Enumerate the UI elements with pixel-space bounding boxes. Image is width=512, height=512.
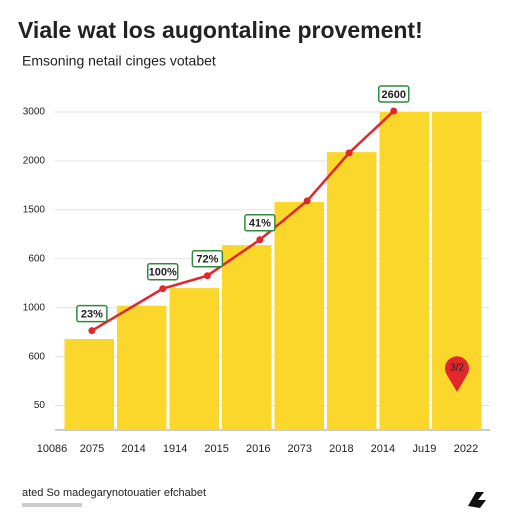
annotation-box [147,262,179,281]
y-tick-label: 50 [34,400,46,411]
line-point [390,107,398,115]
x-tick-label: 2073 [288,443,312,455]
line-point [256,236,264,244]
annotation: 41% [249,218,271,230]
footer: ated So madegarynotouatier efchabet [22,487,206,499]
x-tick-label: Ju19 [413,443,437,455]
annotation-box [244,214,276,232]
annotation: 72% [196,254,218,266]
origin-label: 10086 [37,443,68,455]
x-tick-label: 1914 [163,443,187,455]
chart-title: Viale wat los augontaline provement! [18,17,423,43]
chart-subtitle: Emsoning netail cinges votabet [22,53,216,69]
annotation: 23% [81,309,103,321]
x-tick-label: 2022 [454,443,478,455]
annotation-box [191,249,224,268]
x-tick-label: 2014 [371,443,395,455]
y-tick-label: 2000 [23,156,46,167]
y-tick-label: 600 [28,351,45,362]
y-tick-label: 3000 [23,107,46,118]
pin [445,356,469,392]
bar [169,288,219,430]
annotation-box [378,85,410,103]
bar [327,152,377,430]
line-point [88,327,96,335]
bar [64,339,114,430]
y-tick-label: 1000 [23,302,46,313]
annotation-box [76,304,108,323]
line-point [159,285,167,293]
line-point [303,197,311,205]
x-tick-label: 2016 [246,443,270,455]
y-tick-label: 1500 [23,204,46,215]
x-tick-label: 2075 [80,443,104,455]
bar [117,305,167,430]
bar [222,245,272,430]
footer-line [22,503,82,507]
logo [468,492,486,508]
annotation: 100% [149,267,177,279]
annotation: 2600 [382,89,406,101]
bar [274,202,324,430]
x-tick-label: 2015 [204,443,228,455]
x-tick-label: 2014 [121,443,145,455]
bar [379,112,429,430]
pin-label: 3/2 [450,363,464,374]
line-point [345,149,353,157]
x-tick-label: 2018 [329,443,353,455]
y-tick-label: 600 [28,253,45,264]
line-point [203,272,211,280]
